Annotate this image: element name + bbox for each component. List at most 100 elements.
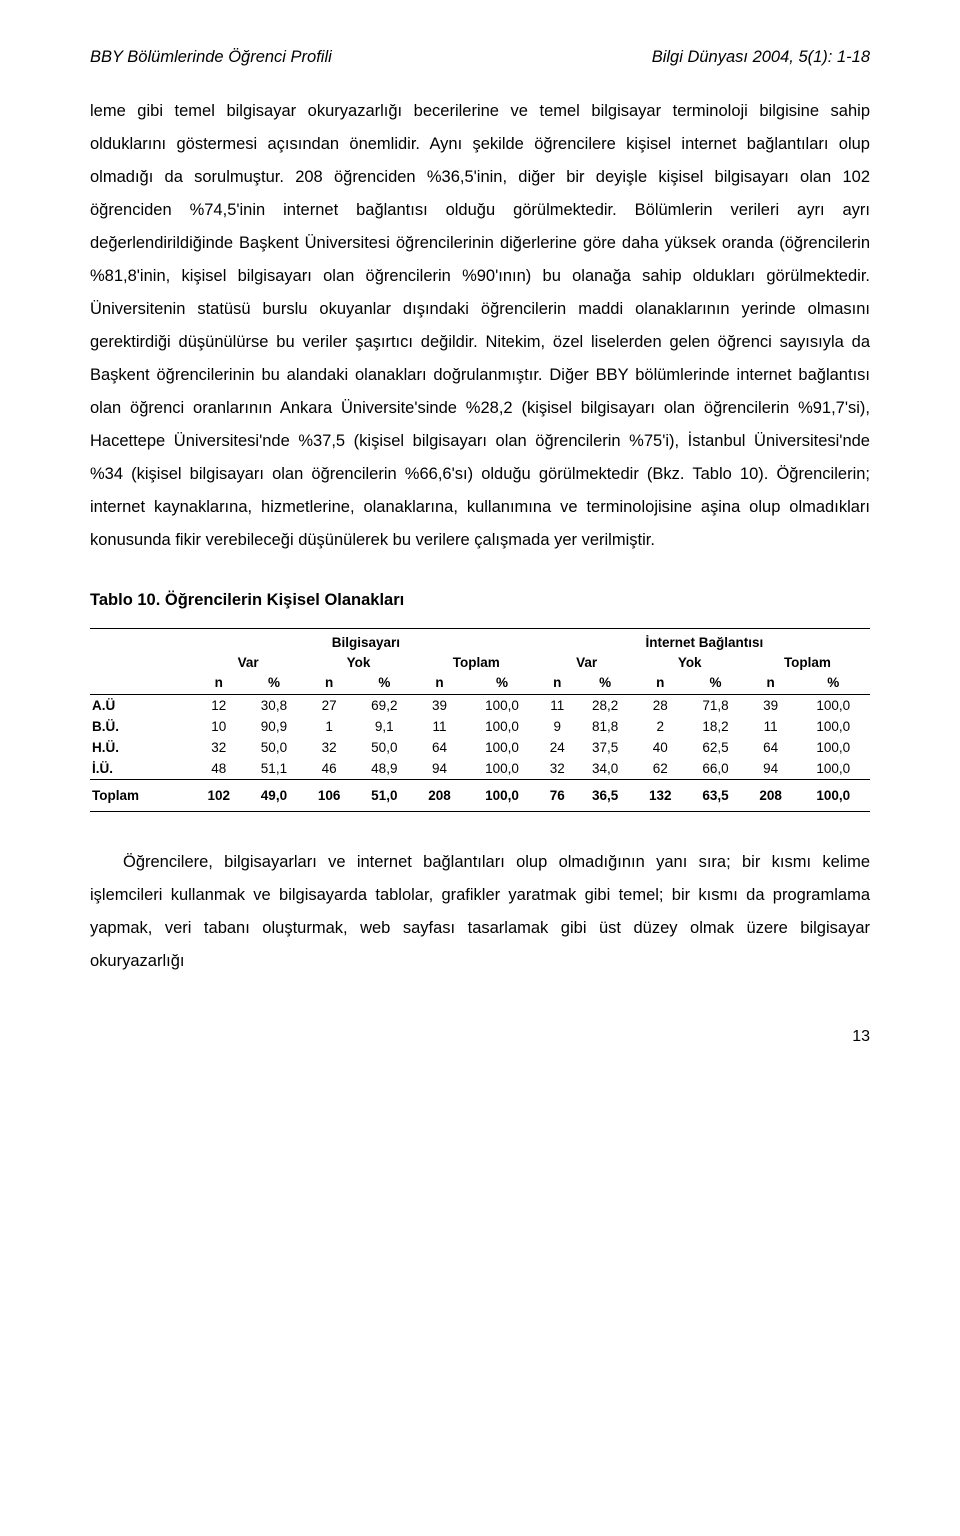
- cell: 100,0: [796, 716, 870, 737]
- cell: 100,0: [796, 758, 870, 780]
- cell: 28,2: [576, 695, 635, 717]
- sub-header: Toplam: [414, 652, 539, 672]
- table-npc-header-row: n % n % n % n % n % n %: [90, 672, 870, 695]
- cell: 106: [303, 780, 355, 812]
- row-label: H.Ü.: [90, 737, 193, 758]
- cell: 12: [193, 695, 245, 717]
- cell: 100,0: [465, 695, 538, 717]
- cell: 100,0: [465, 737, 538, 758]
- col-head: n: [745, 672, 797, 695]
- cell: 34,0: [576, 758, 635, 780]
- cell: 27: [303, 695, 355, 717]
- cell: 48: [193, 758, 245, 780]
- header-right: Bilgi Dünyası 2004, 5(1): 1-18: [652, 48, 870, 67]
- total-label: Toplam: [90, 780, 193, 812]
- cell: 32: [193, 737, 245, 758]
- sub-header: Yok: [635, 652, 745, 672]
- col-head: n: [539, 672, 576, 695]
- cell: 36,5: [576, 780, 635, 812]
- col-head: n: [635, 672, 687, 695]
- cell: 39: [414, 695, 466, 717]
- cell: 81,8: [576, 716, 635, 737]
- table-sub-header-row: Var Yok Toplam Var Yok Toplam: [90, 652, 870, 672]
- cell: 32: [539, 758, 576, 780]
- cell: 49,0: [245, 780, 304, 812]
- sub-header: Var: [193, 652, 303, 672]
- body-paragraph-1: leme gibi temel bilgisayar okuryazarlığı…: [90, 95, 870, 557]
- cell: 208: [414, 780, 466, 812]
- cell: 37,5: [576, 737, 635, 758]
- page-number: 13: [90, 1028, 870, 1046]
- table-row: H.Ü. 32 50,0 32 50,0 64 100,0 24 37,5 40…: [90, 737, 870, 758]
- table-row: A.Ü 12 30,8 27 69,2 39 100,0 11 28,2 28 …: [90, 695, 870, 717]
- sub-header: Yok: [303, 652, 413, 672]
- cell: 18,2: [686, 716, 745, 737]
- cell: 94: [745, 758, 797, 780]
- cell: 90,9: [245, 716, 304, 737]
- cell: 100,0: [465, 758, 538, 780]
- cell: 1: [303, 716, 355, 737]
- cell: 11: [745, 716, 797, 737]
- cell: 24: [539, 737, 576, 758]
- cell: 62: [635, 758, 687, 780]
- col-head: n: [303, 672, 355, 695]
- col-head: %: [245, 672, 304, 695]
- cell: 30,8: [245, 695, 304, 717]
- cell: 2: [635, 716, 687, 737]
- cell: 50,0: [245, 737, 304, 758]
- sub-header: Var: [539, 652, 635, 672]
- cell: 63,5: [686, 780, 745, 812]
- sub-header: Toplam: [745, 652, 870, 672]
- col-head: %: [686, 672, 745, 695]
- cell: 69,2: [355, 695, 414, 717]
- cell: 51,0: [355, 780, 414, 812]
- cell: 62,5: [686, 737, 745, 758]
- running-header: BBY Bölümlerinde Öğrenci Profili Bilgi D…: [90, 48, 870, 67]
- col-head: %: [465, 672, 538, 695]
- body-paragraph-2: Öğrencilere, bilgisayarları ve internet …: [90, 846, 870, 978]
- table-total-row: Toplam 102 49,0 106 51,0 208 100,0 76 36…: [90, 780, 870, 812]
- col-head: %: [355, 672, 414, 695]
- cell: 76: [539, 780, 576, 812]
- row-label: A.Ü: [90, 695, 193, 717]
- cell: 50,0: [355, 737, 414, 758]
- row-label: İ.Ü.: [90, 758, 193, 780]
- cell: 71,8: [686, 695, 745, 717]
- cell: 66,0: [686, 758, 745, 780]
- cell: 39: [745, 695, 797, 717]
- cell: 64: [745, 737, 797, 758]
- cell: 11: [539, 695, 576, 717]
- cell: 48,9: [355, 758, 414, 780]
- row-label: B.Ü.: [90, 716, 193, 737]
- cell: 94: [414, 758, 466, 780]
- cell: 32: [303, 737, 355, 758]
- cell: 9,1: [355, 716, 414, 737]
- cell: 100,0: [796, 780, 870, 812]
- cell: 28: [635, 695, 687, 717]
- cell: 46: [303, 758, 355, 780]
- cell: 102: [193, 780, 245, 812]
- col-head: %: [576, 672, 635, 695]
- cell: 9: [539, 716, 576, 737]
- table-group-header-row: Bilgisayarı İnternet Bağlantısı: [90, 629, 870, 653]
- cell: 64: [414, 737, 466, 758]
- cell: 132: [635, 780, 687, 812]
- header-left: BBY Bölümlerinde Öğrenci Profili: [90, 48, 332, 67]
- cell: 10: [193, 716, 245, 737]
- table-row: İ.Ü. 48 51,1 46 48,9 94 100,0 32 34,0 62…: [90, 758, 870, 780]
- cell: 11: [414, 716, 466, 737]
- table-row: B.Ü. 10 90,9 1 9,1 11 100,0 9 81,8 2 18,…: [90, 716, 870, 737]
- group-header-1: Bilgisayarı: [193, 629, 539, 653]
- cell: 51,1: [245, 758, 304, 780]
- col-head: %: [796, 672, 870, 695]
- cell: 100,0: [465, 780, 538, 812]
- col-head: n: [414, 672, 466, 695]
- cell: 100,0: [796, 737, 870, 758]
- group-header-2: İnternet Bağlantısı: [539, 629, 870, 653]
- table-title: Tablo 10. Öğrencilerin Kişisel Olanaklar…: [90, 591, 870, 610]
- cell: 100,0: [796, 695, 870, 717]
- data-table: Bilgisayarı İnternet Bağlantısı Var Yok …: [90, 628, 870, 812]
- col-head: n: [193, 672, 245, 695]
- cell: 40: [635, 737, 687, 758]
- cell: 100,0: [465, 716, 538, 737]
